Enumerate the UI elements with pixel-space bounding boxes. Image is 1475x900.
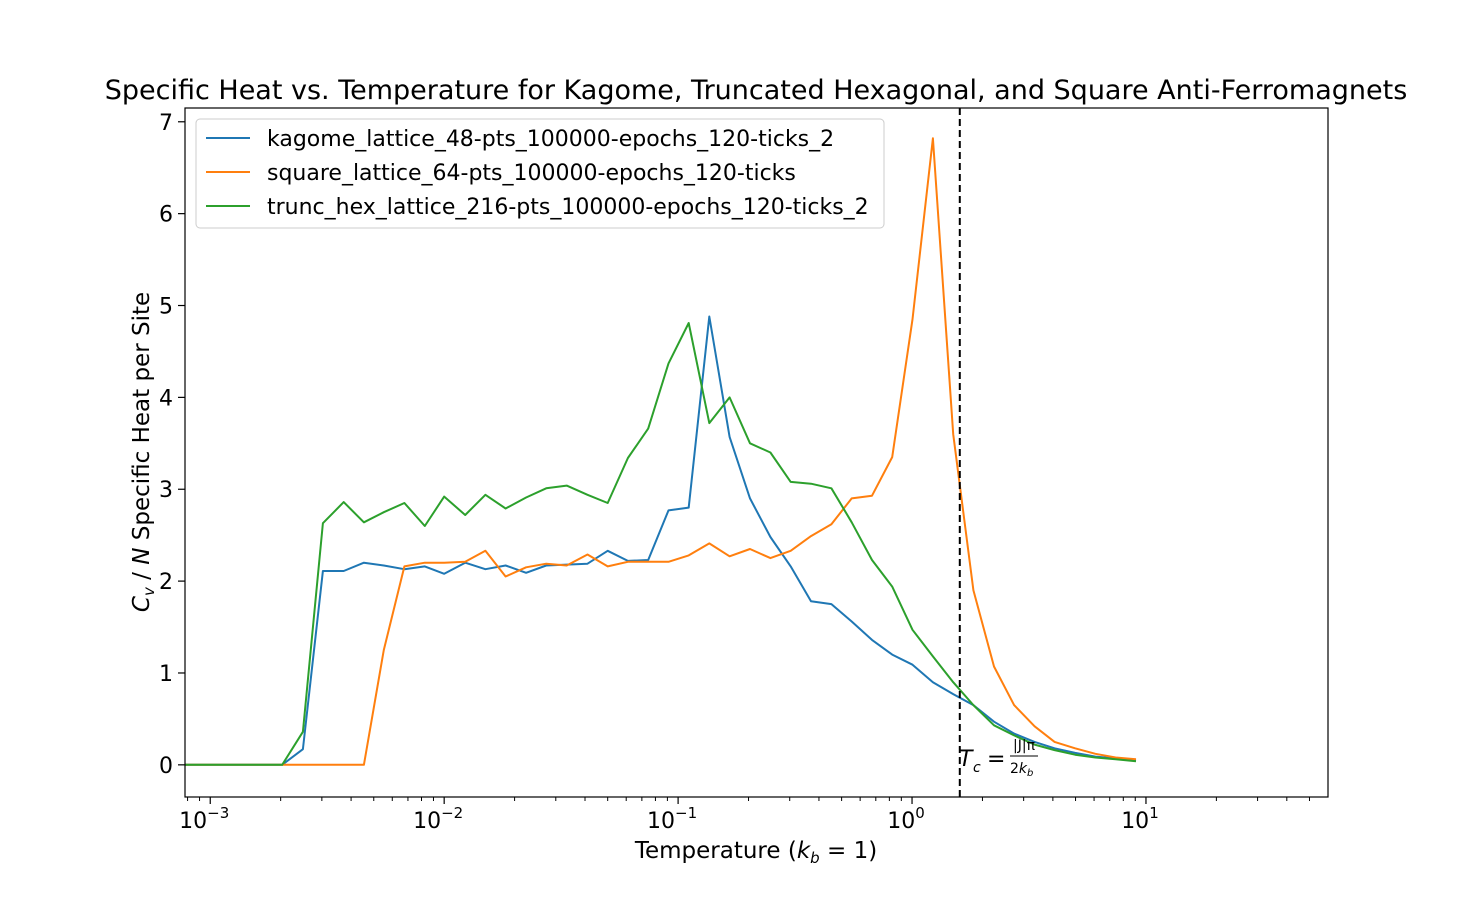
x-tick-label: 10−2 [413,804,463,834]
svg-text:2kb: 2kb [1010,761,1033,779]
svg-text:=: = [987,747,1005,772]
chart-title: Specific Heat vs. Temperature for Kagome… [105,75,1408,106]
plot-frame [184,107,1329,798]
legend-box [195,118,885,229]
legend-label-square: square_lattice_64-pts_100000-epochs_120-… [267,161,796,186]
legend-entry-kagome: kagome_lattice_48-pts_100000-epochs_120-… [206,127,834,152]
y-tick-label: 7 [159,111,173,136]
x-tick-label: 100 [887,804,925,834]
series-line-1 [185,137,1137,766]
series-line-0 [185,315,1137,766]
x-tick-label: 101 [1121,804,1159,834]
svg-text:c: c [973,760,981,776]
legend-label-kagome: kagome_lattice_48-pts_100000-epochs_120-… [267,127,834,152]
y-tick-label: 1 [159,662,173,687]
x-axis-ticks: 10−3 10−2 10−1 100 101 [179,797,1310,834]
y-tick-label: 4 [159,386,173,411]
x-axis-label: Temperature (kb = 1) [634,838,877,867]
legend-entry-trunc-hex: trunc_hex_lattice_216-pts_100000-epochs_… [206,195,869,220]
x-tick-label: 10−3 [179,804,229,834]
x-tick-label: 10−1 [647,804,697,834]
svg-text:|J|π: |J|π [1013,738,1036,754]
svg-text:T: T [959,747,974,772]
critical-temperature-label: T c = |J|π 2kb [959,738,1038,779]
series-line-2 [185,322,1137,766]
y-tick-label: 2 [159,570,173,595]
y-tick-label: 5 [159,295,173,320]
plot-lines [185,137,1137,766]
y-tick-label: 0 [159,754,173,779]
legend-entry-square: square_lattice_64-pts_100000-epochs_120-… [206,161,796,186]
y-tick-label: 3 [159,478,173,503]
legend-label-trunc-hex: trunc_hex_lattice_216-pts_100000-epochs_… [267,195,869,220]
y-axis-label: Cv / N Specific Heat per Site [129,292,158,612]
y-axis-ticks: 0 1 2 3 4 5 6 7 [159,111,185,779]
y-tick-label: 6 [159,203,173,228]
legend: kagome_lattice_48-pts_100000-epochs_120-… [195,118,885,229]
